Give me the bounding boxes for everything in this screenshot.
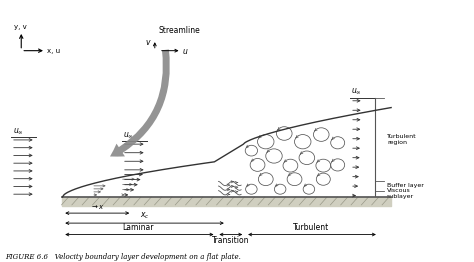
Text: Viscous
sublayer: Viscous sublayer [387, 188, 414, 199]
Text: FIGURE 6.6   Velocity boundary layer development on a flat plate.: FIGURE 6.6 Velocity boundary layer devel… [5, 253, 241, 261]
Text: Streamline: Streamline [159, 26, 201, 35]
Text: $u$: $u$ [182, 47, 189, 56]
Text: Buffer layer: Buffer layer [387, 183, 424, 188]
Text: y, v: y, v [14, 24, 27, 30]
Text: $x_c$: $x_c$ [140, 210, 149, 221]
Text: x, u: x, u [47, 48, 60, 54]
Text: Turbulent
region: Turbulent region [387, 134, 417, 145]
Text: $\rightarrow x$: $\rightarrow x$ [90, 203, 105, 211]
Text: Laminar: Laminar [123, 223, 154, 232]
Text: $u_{\infty}$: $u_{\infty}$ [123, 130, 134, 140]
Text: Transition: Transition [212, 236, 250, 244]
FancyArrowPatch shape [110, 50, 170, 157]
Text: $u_{\infty}$: $u_{\infty}$ [13, 126, 24, 136]
Text: $u_{\infty}$: $u_{\infty}$ [351, 87, 362, 96]
Text: $v$: $v$ [146, 38, 152, 47]
Text: Turbulent: Turbulent [293, 223, 329, 232]
